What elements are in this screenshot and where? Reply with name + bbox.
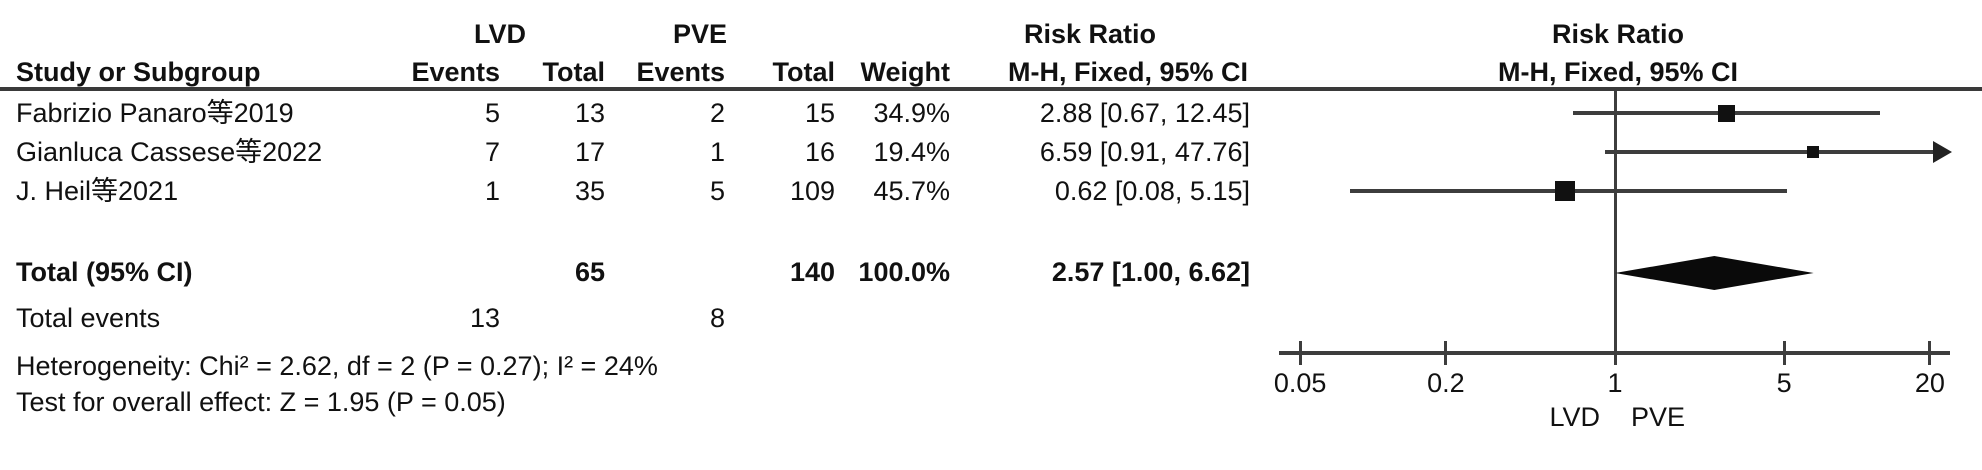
lvd-total-value: 13 bbox=[574, 98, 605, 128]
pve-total-value: 109 bbox=[789, 176, 835, 206]
total-weight: 100.0% bbox=[858, 257, 950, 287]
table-row: Fabrizio Panaro等2019 5 13 2 15 34.9% 2.8… bbox=[0, 93, 1982, 133]
risk-ratio-ci-value: 0.62 [0.08, 5.15] bbox=[1054, 176, 1250, 206]
study-label: J. Heil等2021 bbox=[16, 176, 179, 206]
axis-tick-label: 0.2 bbox=[1427, 368, 1465, 398]
ci-arrow-right-icon bbox=[1933, 141, 1952, 163]
pve-events-header: Events bbox=[636, 57, 725, 87]
axis-tick bbox=[1444, 341, 1448, 365]
axis-tick bbox=[1613, 341, 1617, 365]
total-lvd-total: 65 bbox=[574, 257, 605, 287]
study-label: Gianluca Cassese等2022 bbox=[16, 137, 323, 167]
pve-events-value: 1 bbox=[709, 137, 725, 167]
total-risk-ratio-ci: 2.57 [1.00, 6.62] bbox=[1051, 257, 1250, 287]
risk-ratio-column-title: Risk Ratio bbox=[1023, 19, 1157, 49]
pve-events-value: 5 bbox=[709, 176, 725, 206]
weight-value: 45.7% bbox=[873, 176, 950, 206]
pve-events-value: 2 bbox=[709, 98, 725, 128]
point-estimate-square bbox=[1554, 181, 1575, 201]
summary-diamond bbox=[1615, 256, 1814, 290]
lvd-total-value: 17 bbox=[574, 137, 605, 167]
lvd-events-value: 1 bbox=[484, 176, 500, 206]
group1-header: LVD bbox=[474, 19, 526, 49]
table-row: J. Heil等2021 1 35 5 109 45.7% 0.62 [0.08… bbox=[0, 171, 1982, 211]
pve-total-value: 15 bbox=[804, 98, 835, 128]
axis-tick-label: 5 bbox=[1776, 368, 1792, 398]
study-label: Fabrizio Panaro等2019 bbox=[16, 98, 294, 128]
overall-effect-row: Test for overall effect: Z = 1.95 (P = 0… bbox=[0, 382, 1982, 422]
total-events-label: Total events bbox=[16, 303, 161, 333]
header-columns-row: Study or Subgroup Events Total Events To… bbox=[0, 52, 1982, 92]
table-row: Gianluca Cassese等2022 7 17 1 16 19.4% 6.… bbox=[0, 132, 1982, 172]
total-row: Total (95% CI) 65 140 100.0% 2.57 [1.00,… bbox=[0, 252, 1982, 292]
method-plot-header: M-H, Fixed, 95% CI bbox=[1497, 57, 1739, 87]
pve-total-value: 16 bbox=[804, 137, 835, 167]
risk-ratio-plot-title: Risk Ratio bbox=[1551, 19, 1685, 49]
header-separator-line bbox=[0, 87, 1982, 91]
total-label: Total (95% CI) bbox=[16, 257, 193, 287]
point-estimate-square bbox=[1807, 146, 1820, 158]
total-events-lvd: 13 bbox=[469, 303, 500, 333]
risk-ratio-ci-value: 2.88 [0.67, 12.45] bbox=[1039, 98, 1250, 128]
null-effect-line bbox=[1613, 91, 1617, 363]
weight-value: 19.4% bbox=[873, 137, 950, 167]
favours-left-label: LVD bbox=[1549, 402, 1600, 432]
axis-tick-label: 0.05 bbox=[1273, 368, 1327, 398]
axis-tick-label: 1 bbox=[1607, 368, 1623, 398]
method-column-header: M-H, Fixed, 95% CI bbox=[1007, 57, 1249, 87]
axis-tick bbox=[1782, 341, 1786, 365]
axis-tick-label: 20 bbox=[1914, 368, 1945, 398]
group2-header: PVE bbox=[672, 19, 728, 49]
weight-value: 34.9% bbox=[873, 98, 950, 128]
heterogeneity-text: Heterogeneity: Chi² = 2.62, df = 2 (P = … bbox=[16, 351, 658, 381]
lvd-total-value: 35 bbox=[574, 176, 605, 206]
lvd-total-header: Total bbox=[542, 57, 606, 87]
total-events-pve: 8 bbox=[709, 303, 725, 333]
axis-tick bbox=[1928, 341, 1932, 365]
overall-effect-text: Test for overall effect: Z = 1.95 (P = 0… bbox=[16, 387, 506, 417]
study-column-header: Study or Subgroup bbox=[16, 57, 261, 87]
ci-line bbox=[1605, 150, 1933, 154]
total-events-row: Total events 13 8 bbox=[0, 298, 1982, 338]
lvd-events-value: 5 bbox=[484, 98, 500, 128]
lvd-events-value: 7 bbox=[484, 137, 500, 167]
total-pve-total: 140 bbox=[789, 257, 835, 287]
point-estimate-square bbox=[1717, 104, 1735, 122]
heterogeneity-row: Heterogeneity: Chi² = 2.62, df = 2 (P = … bbox=[0, 346, 1982, 386]
favours-right-label: PVE bbox=[1631, 402, 1686, 432]
header-groups-row: LVD PVE Risk Ratio Risk Ratio bbox=[0, 14, 1982, 54]
risk-ratio-ci-value: 6.59 [0.91, 47.76] bbox=[1039, 137, 1250, 167]
pve-total-header: Total bbox=[772, 57, 836, 87]
lvd-events-header: Events bbox=[411, 57, 500, 87]
axis-tick bbox=[1298, 341, 1302, 365]
weight-header: Weight bbox=[860, 57, 951, 87]
